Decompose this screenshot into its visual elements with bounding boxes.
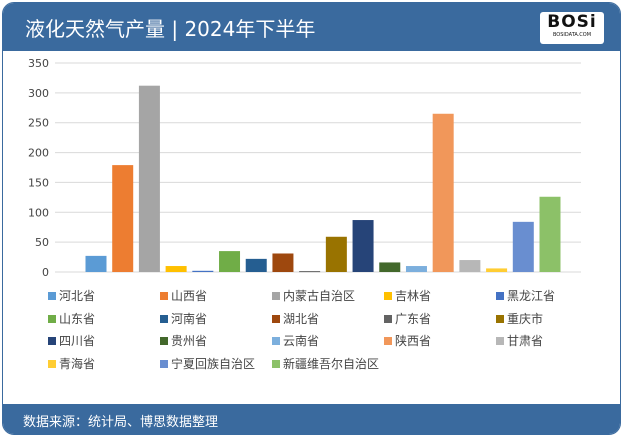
- legend-swatch: [384, 292, 392, 300]
- legend-swatch: [384, 314, 392, 323]
- y-tick-label: 350: [28, 57, 49, 70]
- legend-item: 河北省: [48, 287, 95, 304]
- legend-label: 吉林省: [395, 289, 432, 303]
- bar-山东省: [219, 251, 241, 272]
- bar-山西省: [112, 165, 134, 272]
- bar-甘肃省: [459, 260, 481, 272]
- legend-item: 四川省: [48, 332, 95, 349]
- legend-item: 贵州省: [160, 332, 207, 349]
- legend-item: 陕西省: [384, 332, 431, 349]
- bar-重庆市: [325, 236, 347, 272]
- legend-item: 河南省: [160, 310, 207, 327]
- y-tick-label: 50: [35, 236, 49, 249]
- bar-广东省: [299, 271, 321, 273]
- legend-label: 甘肃省: [507, 334, 544, 348]
- legend-label: 新疆维吾尔自治区: [283, 356, 380, 371]
- legend-swatch: [160, 337, 168, 345]
- y-tick-label: 0: [42, 266, 49, 279]
- legend-item: 甘肃省: [496, 332, 543, 349]
- legend-label: 四川省: [59, 334, 96, 348]
- bar-河南省: [245, 258, 267, 272]
- legend-item: 新疆维吾尔自治区: [272, 355, 379, 372]
- bar-吉林省: [165, 266, 187, 272]
- legend-label: 湖北省: [283, 311, 320, 326]
- bar-黑龙江省: [192, 270, 214, 272]
- logo-text: BOSi: [547, 12, 597, 32]
- legend-label: 山西省: [171, 289, 208, 303]
- y-tick-label: 250: [28, 117, 49, 130]
- legend-item: 广东省: [384, 310, 431, 327]
- legend-item: 宁夏回族自治区: [160, 355, 255, 372]
- legend-item: 重庆市: [496, 310, 543, 327]
- legend-swatch: [496, 337, 504, 345]
- legend-item: 湖北省: [272, 310, 319, 327]
- legend-swatch: [48, 337, 56, 345]
- y-tick-label: 200: [28, 147, 49, 160]
- bar-湖北省: [272, 253, 294, 272]
- legend-label: 青海省: [59, 356, 96, 371]
- legend-label: 广东省: [395, 311, 432, 326]
- bar-青海省: [486, 268, 508, 272]
- legend-swatch: [48, 292, 56, 300]
- legend-label: 宁夏回族自治区: [171, 356, 256, 371]
- legend-label: 河北省: [59, 289, 96, 303]
- legend-label: 黑龙江省: [507, 289, 556, 303]
- legend-label: 贵州省: [171, 334, 208, 348]
- legend-item: 云南省: [272, 332, 319, 349]
- bar-新疆维吾尔自治区: [539, 196, 561, 272]
- bar-贵州省: [379, 262, 401, 272]
- bar-河北省: [85, 255, 107, 272]
- y-tick-label: 300: [28, 87, 49, 100]
- legend-swatch: [272, 337, 280, 345]
- legend-item: 黑龙江省: [496, 287, 555, 304]
- legend-label: 内蒙古自治区: [283, 289, 356, 303]
- bar-陕西省: [432, 113, 454, 272]
- data-source: 数据来源：统计局、博思数据整理: [23, 415, 219, 430]
- bar-云南省: [405, 266, 427, 272]
- y-tick-label: 100: [28, 206, 49, 219]
- bar-chart: 0 50 100 150 200 250 300 350: [28, 57, 581, 279]
- legend-swatch: [48, 314, 56, 323]
- bar-宁夏回族自治区: [512, 221, 534, 272]
- legend-swatch: [160, 359, 168, 368]
- bar-四川省: [352, 220, 374, 272]
- y-tick-label: 150: [28, 176, 49, 189]
- legend-item: 山东省: [48, 310, 95, 327]
- legend-swatch: [496, 314, 504, 323]
- legend-swatch: [160, 292, 168, 300]
- legend-label: 河南省: [171, 311, 208, 326]
- legend-swatch: [384, 337, 392, 345]
- legend-label: 陕西省: [395, 334, 432, 348]
- legend-label: 云南省: [283, 334, 320, 348]
- legend-label: 重庆市: [507, 311, 544, 326]
- bosi-logo: BOSi BOSIDATA.COM: [540, 12, 604, 44]
- legend-item: 吉林省: [384, 287, 431, 304]
- logo-subtext: BOSIDATA.COM: [552, 32, 592, 38]
- legend-swatch: [496, 292, 504, 300]
- legend-item: 山西省: [160, 287, 207, 304]
- bar-内蒙古自治区: [138, 85, 160, 272]
- chart-title: 液化天然气产量 | 2024年下半年: [25, 17, 316, 41]
- legend-swatch: [272, 359, 280, 368]
- legend-label: 山东省: [59, 311, 96, 326]
- legend-swatch: [272, 314, 280, 323]
- header-bar: 液化天然气产量 | 2024年下半年 BOSi BOSIDATA.COM: [3, 3, 620, 51]
- legend-swatch: [48, 359, 56, 368]
- legend-swatch: [160, 314, 168, 323]
- legend-item: 内蒙古自治区: [272, 287, 355, 304]
- legend-item: 青海省: [48, 355, 95, 372]
- legend-swatch: [272, 292, 280, 300]
- footer-bar: 数据来源：统计局、博思数据整理: [3, 404, 620, 434]
